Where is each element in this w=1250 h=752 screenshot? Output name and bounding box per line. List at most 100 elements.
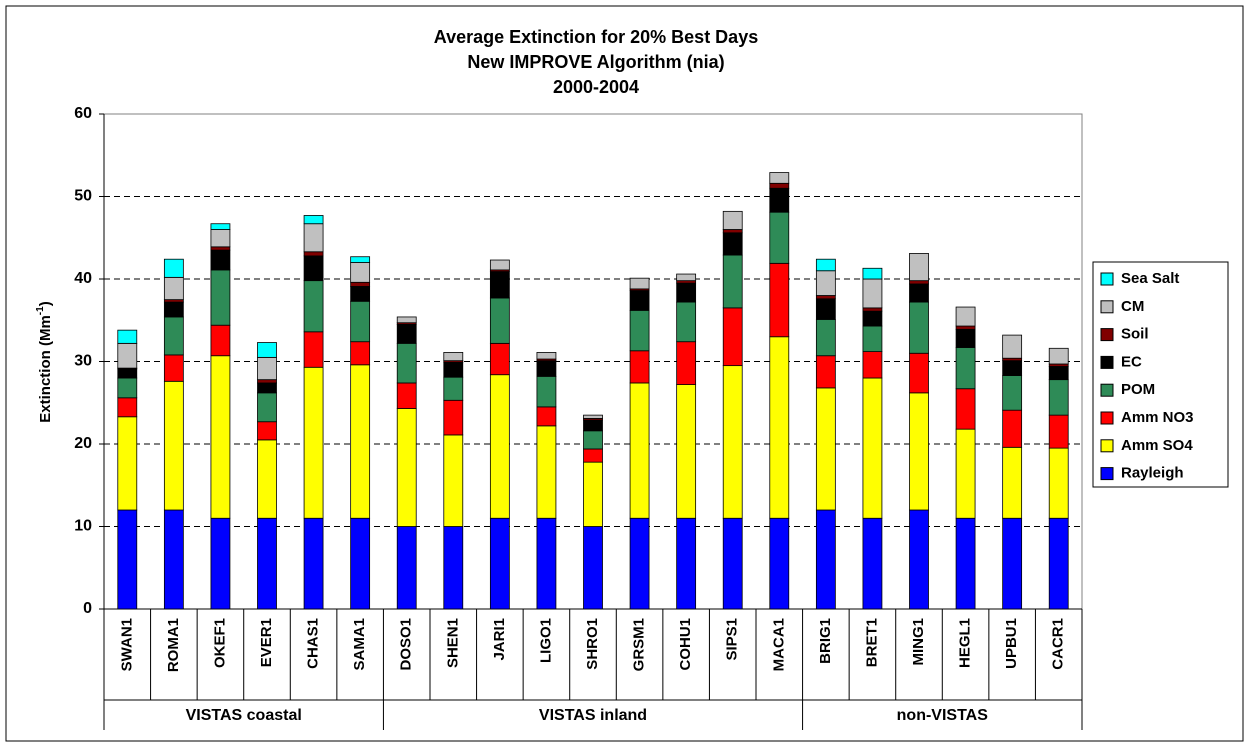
bar-segment — [862, 267, 883, 280]
bar-segment — [815, 319, 836, 357]
x-tick-label: HEGL1 — [957, 618, 974, 668]
x-tick-label: LIGO1 — [537, 618, 554, 663]
group-label: VISTAS inland — [539, 707, 647, 724]
bar-segment — [536, 352, 557, 360]
bar-segment — [676, 301, 697, 343]
legend-label: Amm SO4 — [1121, 437, 1193, 454]
bar-segment — [862, 278, 883, 309]
bar-segment — [815, 258, 836, 272]
bar-segment — [257, 392, 277, 423]
bar-segment — [909, 280, 929, 285]
bar-segment — [676, 282, 697, 303]
y-tick-label: 60 — [74, 105, 92, 122]
bar-segment — [210, 246, 231, 251]
legend-swatch — [1100, 272, 1114, 286]
bar-segment — [862, 517, 883, 610]
y-axis-label-sup: -1 — [35, 306, 46, 315]
bar-segment — [722, 210, 743, 230]
group-label: non-VISTAS — [897, 707, 989, 724]
bar-segment — [955, 428, 976, 519]
legend-swatch — [1100, 383, 1114, 397]
bar-segment — [722, 232, 743, 256]
bar-segment — [443, 434, 464, 527]
bar-segment — [117, 329, 138, 344]
bar-segment — [350, 286, 371, 302]
bar-segment — [1048, 379, 1069, 416]
x-tick-label: MING1 — [910, 618, 927, 666]
bar-segment — [676, 273, 697, 282]
bar-segment — [257, 517, 277, 610]
legend-label: Amm NO3 — [1121, 409, 1194, 426]
legend-label: Rayleigh — [1121, 465, 1184, 482]
bar-segment — [1048, 517, 1069, 610]
bar-segment — [489, 374, 510, 519]
bar-segment — [443, 361, 464, 378]
bar-segment — [163, 509, 184, 610]
bar-segment — [489, 271, 510, 299]
bar-segment — [815, 298, 836, 320]
bar-segment — [769, 517, 790, 610]
bar-segment — [583, 430, 603, 450]
bar-segment — [1002, 409, 1023, 448]
bar-segment — [862, 307, 883, 312]
bar-segment — [1002, 517, 1023, 610]
legend-swatch — [1100, 439, 1114, 453]
y-axis-label-part: Extinction (Mm — [37, 315, 54, 423]
chart-title: New IMPROVE Algorithm (nia) — [467, 52, 724, 72]
bar-segment — [722, 229, 743, 234]
group-label: VISTAS coastal — [186, 707, 302, 724]
x-tick-label: OKEF1 — [211, 618, 228, 668]
bar-segment — [1048, 366, 1069, 381]
bar-segment — [396, 526, 417, 610]
bar-segment — [350, 364, 371, 519]
x-tick-label: ROMA1 — [165, 618, 182, 672]
legend-swatch — [1100, 467, 1114, 481]
x-tick-label: CHAS1 — [305, 618, 322, 669]
bar-segment — [536, 375, 557, 408]
bar-segment — [117, 368, 138, 379]
bar-segment — [257, 421, 277, 441]
x-tick-label: JARI1 — [491, 618, 508, 661]
bar-segment — [1002, 334, 1023, 359]
bar-segment — [396, 323, 417, 344]
bar-segment — [583, 526, 603, 610]
bar-segment — [909, 352, 929, 394]
bar-segment — [769, 211, 790, 264]
bar-segment — [257, 356, 277, 381]
bar-segment — [163, 258, 184, 278]
bar-segment — [862, 351, 883, 379]
bar-segment — [489, 342, 510, 376]
bar-segment — [350, 341, 371, 366]
legend-swatch — [1100, 411, 1114, 425]
bar-segment — [1048, 347, 1069, 365]
bar-segment — [443, 376, 464, 401]
y-tick-label: 40 — [74, 270, 92, 287]
x-tick-label: SWAN1 — [118, 618, 135, 671]
bar-segment — [489, 297, 510, 344]
bar-segment — [163, 354, 184, 382]
bar-segment — [815, 387, 836, 511]
bar-segment — [722, 254, 743, 309]
bar-segment — [536, 360, 557, 377]
legend-label: EC — [1121, 353, 1142, 370]
bar-segment — [629, 290, 650, 311]
legend-swatch — [1100, 328, 1114, 342]
bar-segment — [1002, 360, 1023, 376]
bar-segment — [955, 325, 976, 330]
bar-segment — [443, 399, 464, 436]
bar-segment — [722, 365, 743, 519]
legend-label: CM — [1121, 298, 1144, 315]
bar-segment — [350, 281, 371, 287]
bar-segment — [303, 366, 324, 519]
x-tick-label: MACA1 — [770, 618, 787, 671]
bar-segment — [909, 283, 929, 303]
bar-segment — [443, 352, 464, 362]
bar-segment — [676, 384, 697, 519]
bar-segment — [443, 526, 464, 610]
bar-segment — [163, 380, 184, 511]
y-tick-label: 0 — [83, 600, 92, 617]
bar-segment — [769, 262, 790, 338]
bar-segment — [909, 253, 929, 282]
bar-segment — [117, 416, 138, 511]
bar-segment — [489, 259, 510, 271]
